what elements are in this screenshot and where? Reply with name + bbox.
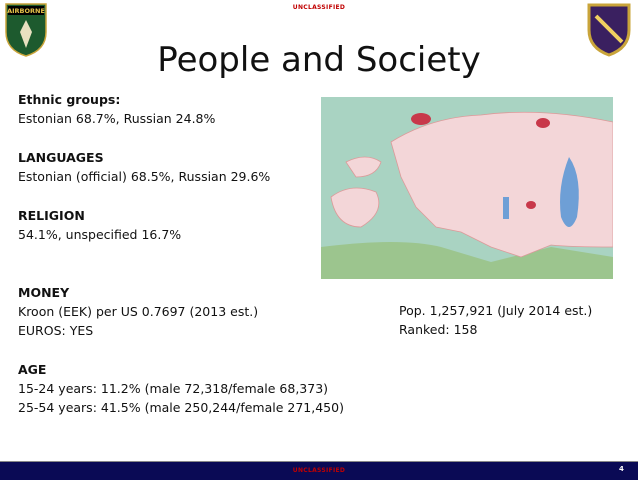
logo-text: AIRBORNE [7, 7, 45, 15]
right-logo [587, 3, 631, 57]
classification: UNCLASSIFIED [292, 4, 346, 11]
section-heading: LANGUAGES [18, 150, 104, 165]
section-line: 25-54 years: 41.5% (male 250,244/female … [18, 400, 344, 415]
section-line: 54.1%, unspecified 16.7% [18, 227, 182, 242]
section-line: Kroon (EEK) per US 0.7697 (2013 est.) [18, 304, 259, 319]
land-south [321, 242, 613, 279]
classification: UNCLASSIFIED [292, 467, 346, 474]
population-block: Pop. 1,257,921 (July 2014 est.) Ranked: 1… [399, 301, 592, 339]
title: People and Society [157, 40, 481, 80]
tab [8, 6, 44, 15]
left-logo: AIRBORNE [5, 3, 47, 57]
section-line: Estonian 68.7%, Russian 24.8% [18, 111, 216, 126]
footer-bar [0, 461, 638, 480]
island [330, 187, 380, 228]
section-heading: RELIGION [18, 208, 85, 223]
city [526, 201, 536, 209]
section-line: 15-24 years: 11.2% (male 72,318/female 6… [18, 381, 329, 396]
page-number: 4 [619, 465, 624, 473]
lake [560, 157, 579, 227]
population-line: Pop. 1,257,921 (July 2014 est.) [399, 303, 593, 318]
population-line: Ranked: 158 [399, 322, 478, 337]
section-heading: MONEY [18, 285, 70, 300]
estonia [390, 111, 613, 258]
island [345, 156, 382, 178]
city [411, 113, 431, 125]
section-heading: AGE [18, 362, 47, 377]
emblem [20, 20, 32, 48]
section-line: EUROS: YES [18, 323, 94, 338]
section-line: Estonian (official) 68.5%, Russian 29.6% [18, 169, 271, 184]
emblem [594, 14, 624, 44]
section-heading: Ethnic groups: [18, 92, 121, 107]
city [536, 118, 550, 128]
map [321, 97, 613, 279]
lake [503, 197, 509, 219]
text-block: Ethnic groups: Estonian 68.7%, Russian 24… [18, 90, 344, 417]
